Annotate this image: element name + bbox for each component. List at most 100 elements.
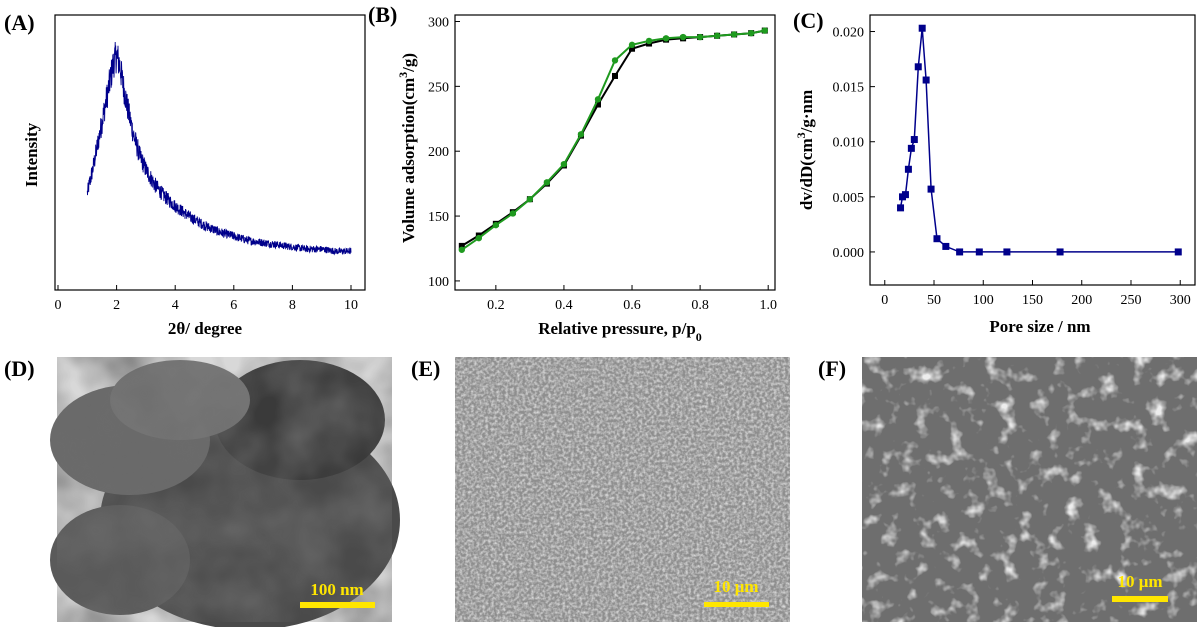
chart-b-adsorption-point [594, 101, 601, 108]
chart-c-xtick-label: 0 [881, 293, 888, 308]
chart-b-desorption-point [475, 234, 483, 242]
chart-c-psd-point [901, 191, 909, 199]
chart-c-psd-point [1056, 248, 1064, 256]
chart-b-ytick-label: 200 [428, 145, 449, 160]
chart-c: 0 50 100 150 200 250 300 0.000 0.005 0.010 0.015 0.… [833, 14, 1196, 308]
chart-b-ylabel: Volume adsorption(cm3/g) [396, 53, 418, 243]
chart-c-psd-point [1003, 248, 1011, 256]
chart-a-xlabel: 2θ/ degree [168, 319, 243, 338]
chart-b-desorption-point [594, 96, 602, 103]
panel-label-c: (C) [793, 8, 824, 33]
chart-b-desorption-point [577, 131, 585, 138]
chart-b-ytick-label: 150 [428, 210, 449, 225]
chart-c-xlabel: Pore size / nm [989, 317, 1090, 336]
chart-b-desorption-line [461, 29, 765, 251]
chart-c-psd-point [956, 248, 964, 256]
chart-b-desorption-point [560, 160, 568, 168]
chart-a-xtick-label: 8 [289, 298, 296, 313]
chart-b-ytick-label: 100 [428, 275, 449, 290]
panel-label-a: (A) [4, 10, 35, 35]
chart-b-desorption-point [492, 221, 500, 229]
scale-bar-d [300, 602, 375, 608]
chart-b-xtick-label: 0.8 [691, 298, 709, 313]
scale-bar-e [704, 602, 769, 607]
chart-c-ytick-label: 0.015 [833, 81, 865, 96]
chart-a-ylabel: Intensity [22, 122, 41, 187]
scale-bar-f [1112, 596, 1168, 602]
chart-b-xlabel-main: Relative pressure, p/p [538, 319, 696, 338]
chart-c-psd-point [922, 76, 930, 84]
chart-b-xtick-label: 0.4 [555, 298, 573, 313]
chart-c-psd-point [1174, 248, 1182, 256]
chart-a-xrd-trace [86, 41, 352, 256]
chart-b-desorption-point [761, 27, 768, 34]
chart-c-psd-point [918, 24, 926, 32]
chart-c-psd-point [927, 185, 935, 193]
chart-b-desorption-point [611, 57, 619, 64]
chart-b-desorption-point [747, 29, 755, 37]
scale-label-e: 10 μm [713, 577, 758, 596]
chart-c-psd-point [910, 136, 918, 144]
chart-a: 0 2 4 6 8 10 [54, 14, 366, 313]
chart-a-frame [54, 14, 366, 291]
chart-b-xtick-label: 0.2 [487, 298, 505, 313]
chart-c-ytick-label: 0.005 [833, 191, 865, 206]
scale-label-f: 10 μm [1117, 572, 1162, 591]
chart-b-desorption-point [628, 41, 636, 49]
chart-b: 0.2 0.4 0.6 0.8 1.0 100 150 200 250 300 [428, 14, 777, 313]
panel-label-b: (B) [368, 2, 397, 27]
chart-b-ylabel-sup: 3 [396, 72, 410, 78]
chart-c-xtick-label: 250 [1120, 293, 1141, 308]
chart-c-ylabel-sup: 3 [794, 132, 808, 138]
chart-b-frame [454, 14, 776, 291]
chart-c-xtick-label: 300 [1170, 293, 1191, 308]
chart-c-ylabel-main: dv/dD(cm [797, 138, 816, 210]
chart-c-psd-point [897, 204, 905, 212]
chart-b-ylabel-tail: /g) [399, 53, 418, 73]
chart-b-ylabel-main: Volume adsorption(cm [399, 78, 418, 243]
micrograph-f: 10 μm [862, 357, 1197, 622]
chart-b-desorption-point [679, 33, 687, 41]
chart-b-adsorption-point [612, 72, 618, 79]
chart-b-xlabel: Relative pressure, p/p0 [538, 319, 702, 344]
micrograph-d: 100 nm [50, 357, 400, 627]
chart-c-psd-point [914, 63, 922, 71]
chart-b-desorption-point [458, 246, 466, 253]
chart-b-desorption-point [662, 35, 670, 42]
chart-a-xtick-label: 0 [55, 298, 62, 313]
chart-b-desorption-point [526, 195, 534, 203]
panel-label-d: (D) [4, 356, 35, 381]
chart-c-xtick-label: 150 [1022, 293, 1043, 308]
chart-b-desorption-point [509, 210, 517, 217]
chart-b-xtick-label: 1.0 [759, 298, 777, 313]
chart-c-xtick-label: 100 [973, 293, 994, 308]
chart-c-ytick-label: 0.000 [833, 246, 865, 261]
chart-b-desorption-point [645, 37, 653, 45]
chart-b-ytick-label: 300 [428, 15, 449, 30]
panel-label-e: (E) [411, 356, 440, 381]
chart-a-xtick-label: 4 [172, 298, 179, 313]
chart-c-xtick-label: 200 [1071, 293, 1092, 308]
chart-b-desorption-point [696, 33, 704, 41]
chart-a-xtick-label: 6 [230, 298, 237, 313]
scale-label-d: 100 nm [310, 580, 363, 599]
chart-c-psd-point [933, 235, 941, 243]
chart-c-xtick-label: 50 [927, 293, 941, 308]
chart-c-psd-point [904, 165, 912, 173]
chart-b-ytick-label: 250 [428, 80, 449, 95]
chart-a-xtick-label: 10 [344, 298, 358, 313]
chart-b-adsorption-point [458, 242, 465, 249]
chart-b-desorption-point [730, 31, 738, 38]
chart-c-psd-line [899, 28, 1179, 253]
chart-c-ylabel: dv/dD(cm3/g·nm [794, 90, 816, 210]
chart-b-desorption-point [543, 179, 551, 186]
chart-b-desorption-point [713, 32, 721, 39]
chart-b-xtick-label: 0.6 [623, 298, 641, 313]
micrograph-e: 10 μm [455, 357, 790, 622]
chart-b-xlabel-sub: 0 [696, 330, 702, 344]
chart-c-psd-point [975, 248, 983, 256]
chart-c-ytick-label: 0.010 [833, 136, 865, 151]
panel-label-f: (F) [818, 356, 846, 381]
chart-c-ytick-label: 0.020 [833, 26, 865, 41]
